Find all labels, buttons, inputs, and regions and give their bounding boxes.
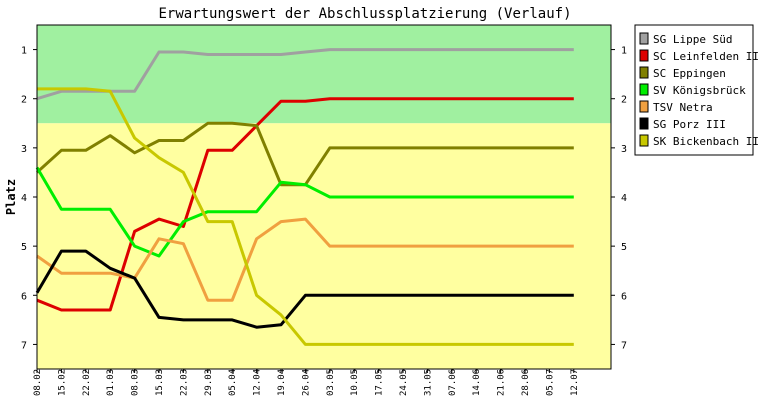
- y-tick-left-label: 3: [21, 144, 27, 155]
- y-axis-right: 1 2 3 4 5 6 7: [611, 46, 627, 351]
- x-tick-label: 22.02: [82, 369, 92, 396]
- legend-label: SC Leinfelden II: [653, 50, 759, 63]
- legend-label: SK Bickenbach II: [653, 135, 759, 148]
- legend-label: SG Lippe Süd: [653, 33, 732, 46]
- y-tick-left-label: 7: [21, 340, 27, 351]
- x-tick-label: 05.07: [545, 369, 555, 396]
- x-tick-label: 21.06: [497, 369, 507, 396]
- x-tick-label: 28.06: [521, 369, 531, 396]
- legend-swatch: [639, 83, 649, 96]
- legend-label: SV Königsbrück: [653, 84, 746, 97]
- series-line-5: [35, 249, 574, 329]
- legend-swatch: [639, 66, 649, 79]
- y-tick-right-label: 3: [621, 144, 627, 155]
- y-tick-left-label: 1: [21, 46, 27, 57]
- chart-title: Erwartungswert der Abschlussplatzierung …: [158, 6, 571, 22]
- legend-label: SC Eppingen: [653, 67, 726, 80]
- y-tick-left-label: 5: [21, 242, 27, 253]
- y-tick-right-label: 1: [621, 46, 627, 57]
- x-tick-label: 26.04: [301, 369, 311, 396]
- x-tick-label: 10.05: [350, 369, 360, 396]
- x-axis: 08.02 15.02 22.02 01.03 08.03 15.03 22.03 29.03…: [33, 369, 580, 396]
- x-tick-label: 15.03: [155, 369, 165, 396]
- legend-swatch: [639, 49, 649, 62]
- y-tick-right-label: 7: [621, 340, 627, 351]
- y-tick-right-label: 6: [621, 291, 627, 302]
- x-tick-label: 01.03: [106, 369, 116, 396]
- legend-label: TSV Netra: [653, 101, 713, 114]
- y-tick-right-label: 2: [621, 95, 627, 106]
- x-tick-label: 15.02: [57, 369, 67, 396]
- x-tick-label: 14.06: [472, 369, 482, 396]
- y-axis-label: Platz: [4, 179, 18, 215]
- series-line-3: [35, 166, 574, 258]
- x-tick-label: 07.06: [448, 369, 458, 396]
- legend-swatch: [639, 100, 649, 113]
- legend-swatch: [639, 117, 649, 130]
- plot-frame: [36, 24, 612, 370]
- x-tick-label: 24.05: [399, 369, 409, 396]
- x-tick-label: 29.03: [204, 369, 214, 396]
- x-tick-label: 17.05: [375, 369, 385, 396]
- x-tick-label: 08.03: [131, 369, 141, 396]
- y-axis-left: 1 2 3 4 5 6 7: [21, 46, 37, 351]
- y-tick-left-label: 2: [21, 95, 27, 106]
- y-tick-left-label: 4: [21, 193, 27, 204]
- legend-label: SG Porz III: [653, 118, 726, 131]
- legend-swatch: [639, 32, 649, 45]
- x-tick-label: 03.05: [326, 369, 336, 396]
- y-tick-right-label: 5: [621, 242, 627, 253]
- series-line-4: [36, 217, 574, 302]
- series-line-1: [36, 97, 574, 312]
- x-tick-label: 05.04: [228, 369, 238, 396]
- legend-box: [634, 24, 754, 156]
- x-tick-label: 12.07: [570, 369, 580, 396]
- x-tick-label: 31.05: [423, 369, 433, 396]
- y-tick-right-label: 4: [621, 193, 627, 204]
- y-tick-left-label: 6: [21, 291, 27, 302]
- x-tick-label: 08.02: [33, 369, 43, 396]
- x-tick-label: 22.03: [179, 369, 189, 396]
- series-line-0: [36, 48, 574, 101]
- legend-swatch: [639, 134, 649, 147]
- series-line-6: [37, 87, 574, 346]
- series-lines: [35, 48, 574, 346]
- x-tick-label: 19.04: [277, 369, 287, 396]
- band-0: [37, 25, 611, 124]
- x-tick-label: 12.04: [253, 369, 263, 396]
- legend: SG Lippe Süd SC Leinfelden II SC Eppingen S…: [634, 24, 759, 156]
